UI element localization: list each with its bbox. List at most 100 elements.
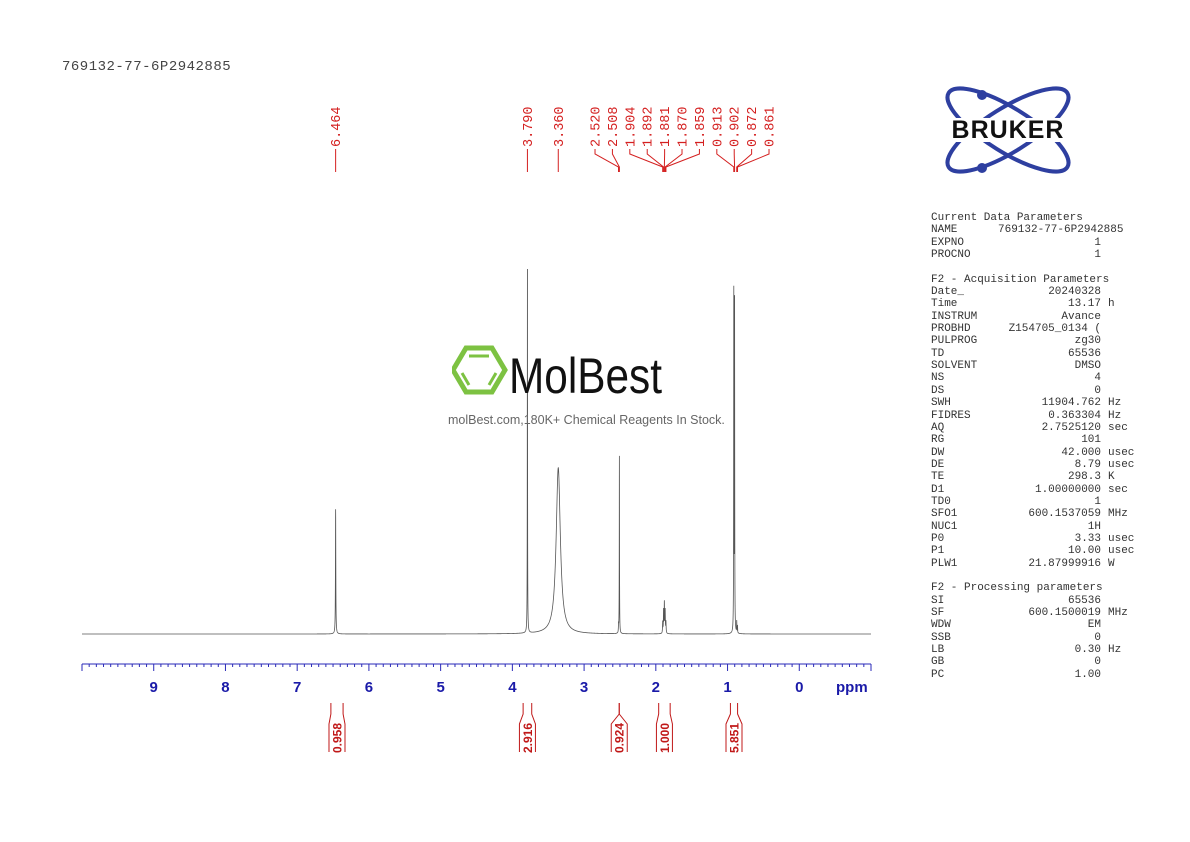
param-unit: K bbox=[1108, 471, 1115, 484]
param-row: SSB 0 bbox=[931, 632, 1134, 644]
peak-label: 0.872 bbox=[746, 106, 761, 147]
svg-text:BRUKER: BRUKER bbox=[952, 116, 1065, 144]
param-unit: sec bbox=[1108, 483, 1128, 496]
param-row: GB 0 bbox=[931, 656, 1134, 668]
integral-bracket-right bbox=[342, 703, 346, 752]
x-tick-label: 1 bbox=[723, 679, 731, 696]
integral-bracket-left bbox=[518, 703, 524, 752]
param-key: NAME bbox=[931, 224, 958, 237]
param-unit: Hz bbox=[1108, 644, 1122, 657]
param-row: NAME 769132-77-6P2942885 bbox=[931, 224, 1134, 236]
param-row: NS 4 bbox=[931, 372, 1134, 384]
integrals: 0.958 2.916 0.924 1.000 5.851 bbox=[328, 703, 743, 753]
param-unit: MHz bbox=[1108, 508, 1128, 521]
param-row: Date_ 20240328 bbox=[931, 286, 1134, 298]
param-value: 0.30 bbox=[1074, 644, 1101, 657]
param-unit: usec bbox=[1108, 532, 1135, 545]
param-row: FIDRES 0.363304 Hz bbox=[931, 410, 1134, 422]
x-tick-label: 4 bbox=[508, 679, 517, 696]
param-value: 1.00 bbox=[1074, 668, 1101, 681]
param-value: zg30 bbox=[1074, 335, 1101, 348]
x-tick-label: 0 bbox=[795, 679, 803, 696]
param-key: PC bbox=[931, 668, 945, 681]
param-value: 1H bbox=[1087, 520, 1101, 533]
integral-bracket-right bbox=[669, 703, 673, 752]
param-key: Time bbox=[931, 298, 958, 311]
integral-bracket-left bbox=[655, 703, 660, 752]
param-value: 1 bbox=[1094, 236, 1101, 249]
param-key: Date_ bbox=[931, 286, 965, 299]
param-row: SF 600.1500019 MHz bbox=[931, 607, 1134, 619]
peak-label: 0.861 bbox=[764, 106, 779, 147]
peak-label: 0.902 bbox=[729, 106, 744, 147]
param-value: 4 bbox=[1094, 372, 1101, 385]
param-key: GB bbox=[931, 656, 945, 669]
param-unit: Hz bbox=[1108, 397, 1122, 410]
param-value: 2.7525120 bbox=[1041, 421, 1101, 434]
param-unit: usec bbox=[1108, 458, 1135, 471]
integral-bracket-right bbox=[531, 703, 536, 752]
param-value: 0 bbox=[1094, 631, 1101, 644]
param-value: 298.3 bbox=[1067, 471, 1101, 484]
param-key: TD bbox=[931, 347, 945, 360]
peak-labels: 6.464 3.790 3.360 2.520 2.508 1.904 1.892 1.881… bbox=[330, 106, 779, 172]
param-row: EXPNO 1 bbox=[931, 237, 1134, 249]
acquisition-parameters-panel: Current Data Parameters NAME 769132-77-6P2… bbox=[931, 212, 1134, 681]
param-key: PULPROG bbox=[931, 335, 978, 348]
param-key: P0 bbox=[931, 532, 945, 545]
param-row: SOLVENT DMSO bbox=[931, 360, 1134, 372]
param-unit: W bbox=[1108, 557, 1115, 570]
param-key: DW bbox=[931, 446, 945, 459]
peak-label: 6.464 bbox=[330, 106, 345, 147]
param-row: DW 42.000 usec bbox=[931, 447, 1134, 459]
param-key: SFO1 bbox=[931, 508, 958, 521]
param-unit: h bbox=[1108, 298, 1115, 311]
param-key: PLW1 bbox=[931, 557, 958, 570]
param-row: AQ 2.7525120 sec bbox=[931, 422, 1134, 434]
integral-bracket-left bbox=[725, 703, 731, 752]
param-row: Time 13.17 h bbox=[931, 298, 1134, 310]
x-axis-label: ppm bbox=[836, 679, 868, 696]
param-key: FIDRES bbox=[931, 409, 971, 422]
param-row: TD0 1 bbox=[931, 496, 1134, 508]
param-key: LB bbox=[931, 644, 945, 657]
param-key: PROBHD bbox=[931, 323, 971, 336]
param-key: TE bbox=[931, 471, 945, 484]
param-value: 11904.762 bbox=[1041, 397, 1101, 410]
param-row: NUC1 1H bbox=[931, 521, 1134, 533]
param-value: EM bbox=[1087, 619, 1101, 632]
param-unit: Hz bbox=[1108, 409, 1122, 422]
integral-value: 2.916 bbox=[521, 723, 535, 753]
param-value: 600.1500019 bbox=[1028, 607, 1101, 619]
param-row: LB 0.30 Hz bbox=[931, 644, 1134, 656]
x-tick-label: 6 bbox=[365, 679, 373, 696]
param-row: DS 0 bbox=[931, 385, 1134, 397]
param-key: SSB bbox=[931, 631, 951, 644]
param-value: 0.363304 bbox=[1048, 409, 1101, 422]
peak-label: 1.892 bbox=[642, 106, 657, 147]
param-value: 65536 bbox=[1067, 594, 1101, 607]
param-key: P1 bbox=[931, 545, 945, 558]
peak-label: 2.508 bbox=[607, 106, 622, 147]
param-row: PROCNO 1 bbox=[931, 249, 1134, 261]
x-axis: 9 8 7 6 5 4 3 2 1 0 ppm bbox=[81, 663, 872, 696]
integral-value: 0.958 bbox=[330, 723, 344, 753]
param-unit: MHz bbox=[1108, 607, 1128, 619]
integral-value: 5.851 bbox=[728, 723, 742, 753]
peak-label: 1.859 bbox=[694, 106, 709, 147]
param-row: P1 10.00 usec bbox=[931, 545, 1134, 557]
param-section-title: F2 - Processing parameters bbox=[931, 582, 1103, 595]
peak-label: 0.913 bbox=[711, 106, 726, 147]
param-section-title: F2 - Acquisition Parameters bbox=[931, 273, 1110, 286]
sample-id-title: 769132-77-6P2942885 bbox=[62, 59, 232, 75]
param-key: PROCNO bbox=[931, 249, 971, 262]
param-key: INSTRUM bbox=[931, 310, 978, 323]
x-tick-label: 8 bbox=[221, 679, 229, 696]
param-key: SF bbox=[931, 607, 945, 619]
peak-label-leader bbox=[737, 149, 770, 172]
param-value: 101 bbox=[1081, 434, 1101, 447]
bruker-logo: BRUKER bbox=[926, 86, 1090, 174]
param-section-title: Current Data Parameters bbox=[931, 212, 1083, 224]
param-value: 13.17 bbox=[1067, 298, 1101, 311]
param-value: Avance bbox=[1061, 310, 1101, 323]
